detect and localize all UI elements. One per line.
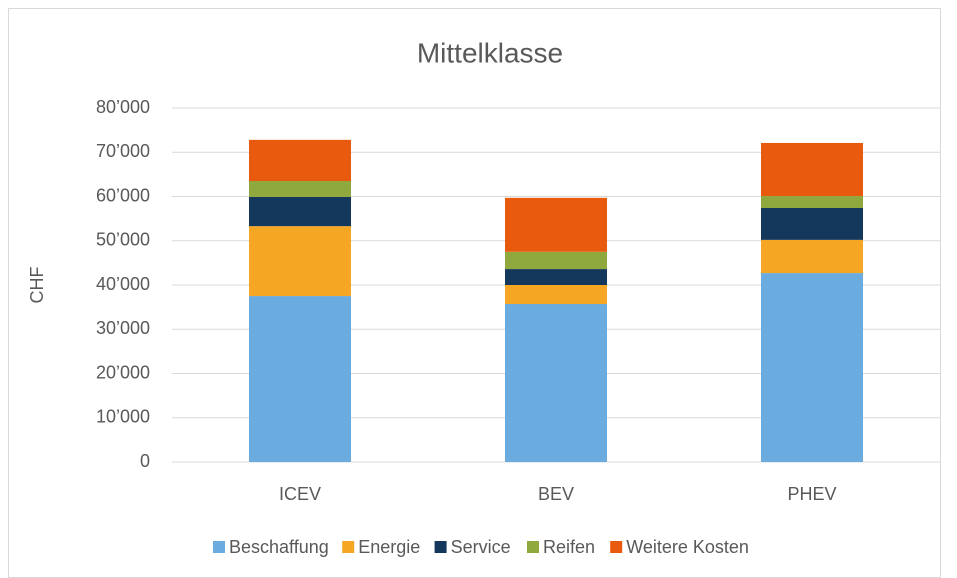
y-tick-label: 40’000 — [96, 274, 150, 294]
legend-swatch — [213, 541, 225, 553]
legend-label: Reifen — [543, 537, 595, 557]
bar-segment — [249, 181, 351, 197]
bar-segment — [249, 196, 351, 227]
bar-segment — [505, 197, 607, 252]
legend-swatch — [342, 541, 355, 553]
y-tick-label: 60’000 — [96, 185, 150, 205]
legend-label: Weitere Kosten — [626, 537, 749, 557]
x-tick-label: PHEV — [787, 484, 836, 504]
legend-swatch — [434, 541, 447, 553]
x-tick-label: BEV — [538, 484, 574, 504]
legend-label: Energie — [358, 537, 420, 557]
bar-segment — [761, 273, 863, 462]
y-tick-label: 70’000 — [96, 141, 150, 161]
y-tick-label: 10’000 — [96, 407, 150, 427]
y-tick-label: 50’000 — [96, 230, 150, 250]
y-tick-label: 80’000 — [96, 97, 150, 117]
bar-segment — [761, 196, 863, 209]
y-tick-label: 30’000 — [96, 318, 150, 338]
y-axis-label: CHF — [27, 267, 47, 304]
legend-swatch — [610, 541, 623, 553]
bar-segment — [505, 269, 607, 285]
bar-segment — [761, 142, 863, 197]
x-tick-label: ICEV — [279, 484, 321, 504]
bar-segment — [249, 226, 351, 297]
legend-label: Service — [451, 537, 511, 557]
y-tick-label: 20’000 — [96, 362, 150, 382]
bar-segment — [761, 239, 863, 274]
bar-segment — [761, 208, 863, 240]
legend-swatch — [527, 541, 539, 553]
bar-segment — [505, 304, 607, 462]
legend-label: Beschaffung — [229, 537, 329, 557]
chart-title: Mittelklasse — [417, 37, 563, 68]
bar-segment — [249, 139, 351, 182]
bar-segment — [505, 285, 607, 305]
y-tick-label: 0 — [140, 451, 150, 471]
bar-segment — [505, 251, 607, 270]
bar-segment — [249, 296, 351, 462]
